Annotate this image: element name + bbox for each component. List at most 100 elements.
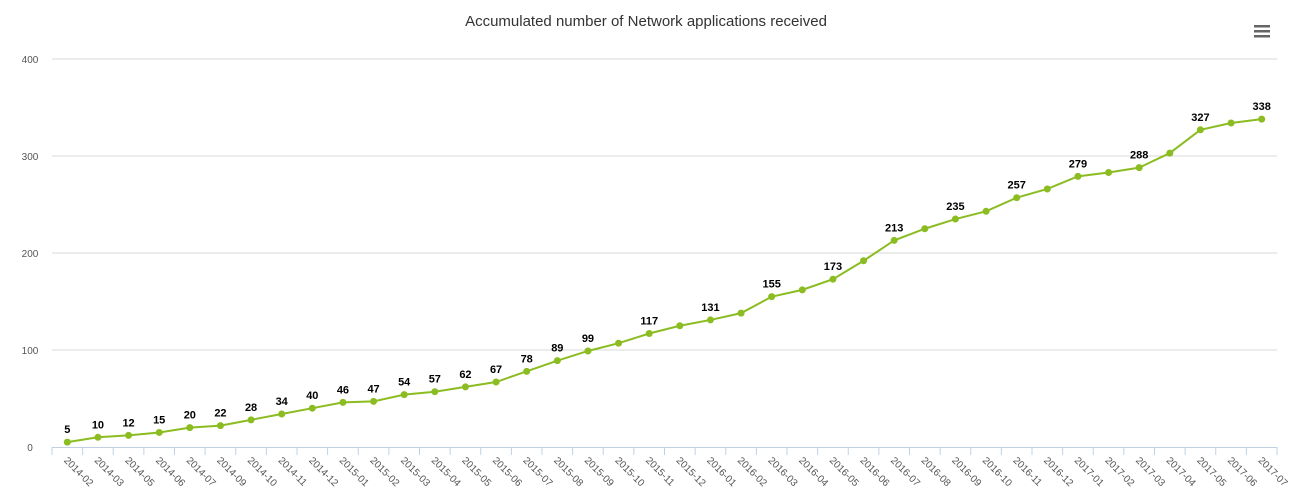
data-label: 47 <box>367 383 379 395</box>
data-label: 22 <box>214 408 226 420</box>
data-label: 20 <box>184 410 196 422</box>
x-tick-label: 2016-12 <box>1041 455 1075 489</box>
chart-title: Accumulated number of Network applicatio… <box>465 13 827 30</box>
point <box>400 391 408 399</box>
y-tick-label: 100 <box>22 346 39 357</box>
x-tick-label: 2014-06 <box>153 455 187 489</box>
point <box>1043 185 1051 193</box>
point <box>737 309 745 317</box>
x-tick-label: 2017-06 <box>1225 455 1259 489</box>
point <box>768 293 776 301</box>
x-tick-label: 2016-07 <box>888 455 922 489</box>
x-tick-label: 2015-12 <box>674 455 708 489</box>
data-label: 10 <box>92 419 104 431</box>
point <box>860 257 868 265</box>
x-tick-label: 2015-06 <box>490 455 524 489</box>
point <box>125 431 133 439</box>
x-tick-label: 2017-07 <box>1256 455 1290 489</box>
data-label: 34 <box>276 396 289 408</box>
point <box>982 207 990 215</box>
data-label: 40 <box>306 390 318 402</box>
x-tick-label: 2014-07 <box>184 455 218 489</box>
data-label: 155 <box>763 279 781 291</box>
data-label: 338 <box>1253 101 1271 113</box>
x-tick-label: 2016-01 <box>704 455 738 489</box>
x-tick-label: 2015-08 <box>551 455 585 489</box>
x-tick-label: 2014-09 <box>214 455 248 489</box>
x-tick-label: 2015-04 <box>429 455 463 489</box>
point <box>890 236 898 244</box>
x-tick-label: 2015-10 <box>612 455 646 489</box>
point <box>1135 164 1143 172</box>
x-tick-label: 2014-11 <box>276 455 310 489</box>
y-tick-label: 300 <box>22 152 39 163</box>
point <box>155 428 163 436</box>
data-label: 89 <box>551 343 563 355</box>
x-tick-label: 2016-08 <box>919 455 953 489</box>
point <box>186 424 194 432</box>
data-label: 173 <box>824 261 842 273</box>
point <box>1166 149 1174 157</box>
x-tick-label: 2016-06 <box>857 455 891 489</box>
point <box>1227 119 1235 127</box>
x-tick-label: 2014-10 <box>245 455 279 489</box>
point <box>921 225 929 233</box>
data-label: 117 <box>640 316 658 328</box>
point <box>94 433 102 441</box>
x-tick-label: 2015-03 <box>398 455 432 489</box>
y-tick-label: 0 <box>27 443 33 454</box>
point <box>247 416 255 424</box>
data-label: 288 <box>1130 150 1148 162</box>
data-label: 12 <box>122 417 134 429</box>
point <box>1013 194 1021 202</box>
point <box>278 410 286 418</box>
x-tick-label: 2016-05 <box>827 455 861 489</box>
point <box>1074 172 1082 180</box>
point <box>523 367 531 375</box>
point <box>216 422 224 430</box>
x-tick-label: 2014-05 <box>122 455 156 489</box>
point <box>1258 115 1266 123</box>
data-label: 54 <box>398 377 411 389</box>
x-tick-label: 2016-09 <box>949 455 983 489</box>
point <box>615 339 623 347</box>
y-tick-label: 200 <box>22 249 39 260</box>
data-label: 235 <box>946 201 964 213</box>
x-tick-label: 2016-02 <box>735 455 769 489</box>
x-tick-label: 2014-03 <box>92 455 126 489</box>
point <box>645 330 653 338</box>
point <box>63 438 71 446</box>
data-label: 99 <box>582 333 594 345</box>
line <box>67 118 1262 444</box>
data-label: 15 <box>153 414 165 426</box>
x-tick-label: 2016-11 <box>1011 455 1045 489</box>
point <box>829 275 837 283</box>
point <box>1196 126 1204 134</box>
x-tick-label: 2014-12 <box>306 455 340 489</box>
data-label: 62 <box>459 369 471 381</box>
data-label: 5 <box>64 424 70 436</box>
data-label: 57 <box>429 374 441 386</box>
data-label: 131 <box>701 302 719 314</box>
x-tick-label: 2017-05 <box>1194 455 1228 489</box>
y-tick-label: 400 <box>22 55 39 66</box>
x-tick-label: 2015-01 <box>337 455 371 489</box>
x-tick-label: 2015-02 <box>367 455 401 489</box>
point <box>492 378 500 386</box>
x-tick-label: 2015-09 <box>582 455 616 489</box>
x-tick-label: 2015-11 <box>643 455 677 489</box>
x-tick-label: 2014-02 <box>61 455 95 489</box>
x-tick-label: 2016-03 <box>766 455 800 489</box>
x-tick-label: 2017-03 <box>1133 455 1167 489</box>
point <box>798 286 806 294</box>
point <box>951 215 959 223</box>
data-label: 257 <box>1008 180 1026 192</box>
data-label: 28 <box>245 402 257 414</box>
point <box>339 398 347 406</box>
x-tick-label: 2017-02 <box>1102 455 1136 489</box>
point <box>706 316 714 324</box>
point <box>676 322 684 330</box>
menu-icon[interactable] <box>1254 25 1270 38</box>
data-label: 213 <box>885 222 903 234</box>
point <box>1105 168 1113 176</box>
